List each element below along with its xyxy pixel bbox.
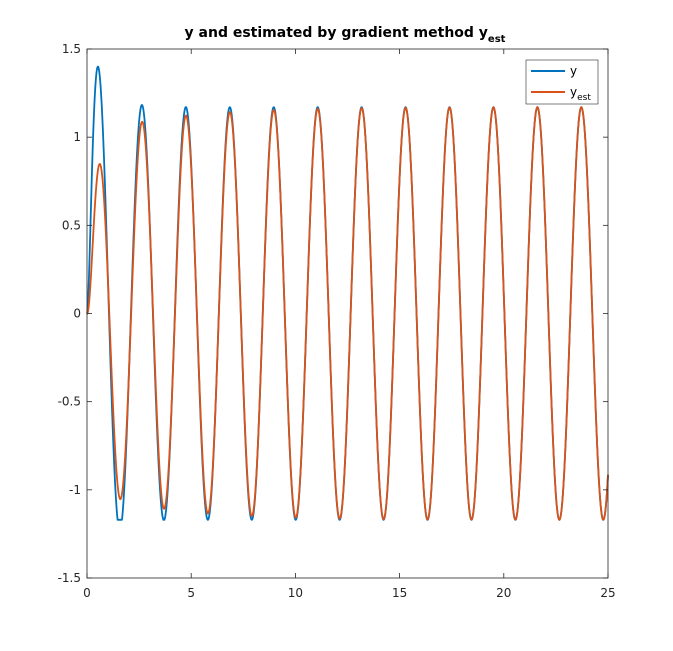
legend-label-yest-main: y [570,85,577,99]
plot-area [87,49,608,578]
axes: 0 5 10 15 20 25 -1.5 -1 -0.5 0 0.5 1 1.5 [58,42,616,600]
legend-label-y: y [570,64,577,78]
x-tick-label: 15 [392,586,407,600]
legend: y yest [526,60,598,104]
legend-label-yest-subscript: est [577,93,591,103]
x-tick-label: 10 [288,586,303,600]
y-tick-label: 0 [73,307,81,321]
x-tick-label: 25 [600,586,615,600]
x-tick-label: 0 [83,586,91,600]
chart-title-main: y and estimated by gradient method y [185,25,488,41]
x-tick-label: 5 [187,586,195,600]
y-tick-label: 1 [73,130,81,144]
y-tick-label: -0.5 [58,395,81,409]
y-tick-label: -1.5 [58,571,81,585]
chart-title-subscript: est [488,34,506,45]
x-tick-label: 20 [496,586,511,600]
y-tick-label: 1.5 [62,42,81,56]
y-tick-label: 0.5 [62,218,81,232]
y-tick-label: -1 [69,483,81,497]
